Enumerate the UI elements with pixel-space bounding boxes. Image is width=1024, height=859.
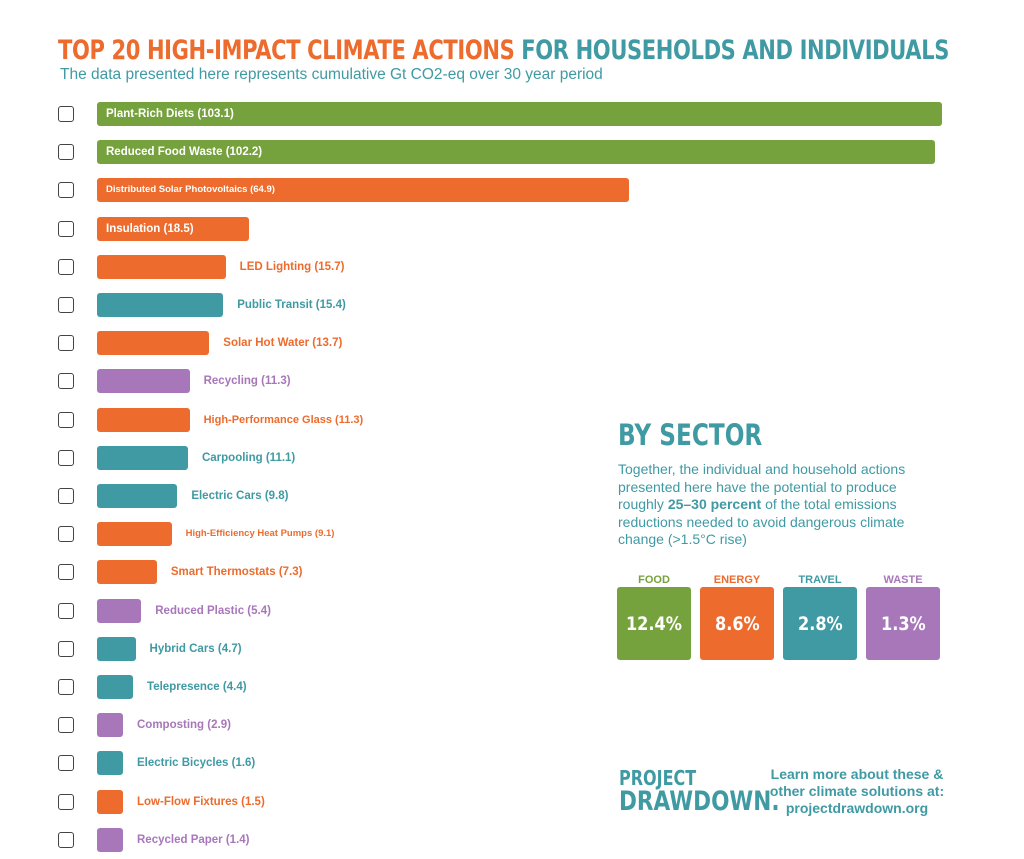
- bar: [97, 407, 190, 432]
- sector-value: 12.4%: [625, 612, 683, 635]
- sector-text-part-1: Together, the individual and household a…: [618, 461, 906, 512]
- sector-value: 2.8%: [797, 612, 843, 635]
- bar: [97, 445, 188, 470]
- action-checkbox[interactable]: [58, 182, 74, 199]
- action-checkbox[interactable]: [58, 526, 74, 543]
- bar-label: Reduced Plastic (5.4): [155, 604, 271, 617]
- sector-tile-food: 12.4%: [617, 587, 691, 660]
- action-checkbox[interactable]: [58, 449, 74, 466]
- sector-tile-travel: 2.8%: [783, 587, 857, 660]
- bar: [97, 331, 210, 356]
- bar: [97, 102, 942, 126]
- bar: [97, 369, 190, 394]
- sector-tile-energy: 8.6%: [700, 587, 774, 660]
- sector-text-part-2: of the total emissions reductions needed…: [618, 496, 905, 547]
- bar: [97, 675, 134, 699]
- sector-text-bold: 25–30 percent: [667, 496, 762, 512]
- action-checkbox[interactable]: [58, 679, 74, 695]
- bar-label: Electric Bicycles (1.6): [137, 757, 256, 770]
- bar-label: LED Lighting (15.7): [239, 260, 345, 273]
- sector-description: Together, the individual and household a…: [618, 461, 938, 549]
- action-checkbox[interactable]: [58, 717, 74, 734]
- action-checkbox[interactable]: [58, 411, 74, 428]
- bar: [97, 216, 249, 241]
- logo-line-2: DRAWDOWN.: [619, 786, 780, 817]
- bar: [97, 789, 123, 814]
- bar: [97, 484, 178, 508]
- logo-line-1: PROJECT: [619, 766, 697, 790]
- action-checkbox[interactable]: [58, 335, 74, 352]
- bar: [97, 293, 224, 317]
- bar-label: Composting (2.9): [137, 719, 231, 732]
- bar-label: Public Transit (15.4): [237, 299, 346, 311]
- bar-label: High-Efficiency Heat Pumps (9.1): [185, 528, 335, 540]
- chart-title: TOP 20 HIGH-IMPACT CLIMATE ACTIONS FOR H…: [58, 34, 949, 68]
- bar: [97, 140, 935, 165]
- action-checkbox[interactable]: [58, 297, 74, 313]
- bar-label: Distributed Solar Photovoltaics (64.9): [106, 184, 275, 196]
- action-checkbox[interactable]: [58, 106, 74, 122]
- bar-label: Reduced Food Waste (102.2): [106, 146, 263, 159]
- bar: [97, 522, 172, 547]
- action-checkbox[interactable]: [58, 602, 74, 619]
- action-checkbox[interactable]: [58, 793, 74, 810]
- action-checkbox[interactable]: [58, 831, 74, 848]
- project-drawdown-logo: PROJECT DRAWDOWN.: [619, 768, 780, 816]
- bar: [97, 751, 123, 776]
- bar-label: Plant-Rich Diets (103.1): [106, 108, 234, 120]
- sector-label-food: FOOD: [638, 574, 670, 586]
- bar-label: Low-Flow Fixtures (1.5): [137, 795, 265, 808]
- learn-line-3: projectdrawdown.org: [785, 800, 929, 816]
- action-checkbox[interactable]: [58, 640, 74, 657]
- bar-label: Insulation (18.5): [106, 222, 194, 235]
- bar: [97, 560, 157, 585]
- title-part-1: TOP 20 HIGH-IMPACT CLIMATE ACTIONS: [58, 35, 515, 66]
- action-checkbox[interactable]: [58, 488, 74, 504]
- chart-subtitle: The data presented here represents cumul…: [60, 66, 603, 83]
- sector-title: BY SECTOR: [618, 418, 763, 452]
- bar-label: High-Performance Glass (11.3): [203, 413, 364, 426]
- bar-label: Electric Cars (9.8): [191, 490, 289, 502]
- sector-label-travel: TRAVEL: [798, 574, 842, 586]
- bar-label: Solar Hot Water (13.7): [223, 337, 343, 350]
- learn-more-text: Learn more about these & other climate s…: [762, 766, 952, 817]
- sector-label-waste: WASTE: [883, 574, 923, 586]
- bar-label: Carpooling (11.1): [201, 451, 296, 464]
- bar-label: Telepresence (4.4): [147, 681, 247, 693]
- action-checkbox[interactable]: [58, 258, 74, 275]
- action-checkbox[interactable]: [58, 564, 74, 581]
- learn-line-2: other climate solutions at:: [769, 783, 945, 799]
- bar: [97, 598, 142, 623]
- action-checkbox[interactable]: [58, 373, 74, 390]
- bar: [97, 713, 123, 738]
- bar: [97, 254, 226, 279]
- sector-label-energy: ENERGY: [713, 574, 761, 586]
- bar-label: Hybrid Cars (4.7): [149, 642, 242, 655]
- action-checkbox[interactable]: [58, 144, 74, 161]
- title-part-2: FOR HOUSEHOLDS AND INDIVIDUALS: [521, 35, 950, 66]
- sector-value: 8.6%: [714, 612, 760, 635]
- bar-label: Smart Thermostats (7.3): [170, 566, 303, 579]
- action-checkbox[interactable]: [58, 220, 74, 237]
- bar: [97, 636, 136, 661]
- bar-label: Recycled Paper (1.4): [137, 833, 250, 846]
- bar: [97, 178, 629, 203]
- bar: [97, 827, 123, 852]
- sector-value: 1.3%: [880, 612, 926, 635]
- action-checkbox[interactable]: [58, 755, 74, 772]
- bar-label: Recycling (11.3): [203, 375, 291, 388]
- learn-line-1: Learn more about these &: [770, 766, 944, 782]
- sector-tile-waste: 1.3%: [866, 587, 940, 660]
